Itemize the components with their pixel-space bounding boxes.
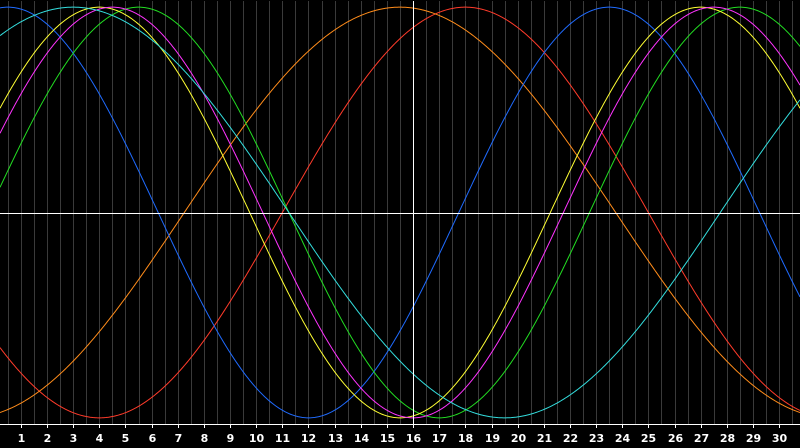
x-tick-label: 9	[227, 432, 235, 445]
x-tick-label: 5	[122, 432, 130, 445]
x-tick-label: 22	[563, 432, 578, 445]
x-tick-label: 25	[641, 432, 656, 445]
x-tick-label: 30	[772, 432, 788, 445]
series-line-4	[0, 6, 800, 419]
x-tick-label: 6	[149, 432, 157, 445]
series-lines	[0, 6, 800, 419]
x-tick-label: 16	[406, 432, 422, 445]
x-tick-label: 27	[694, 432, 709, 445]
x-tick-label: 18	[458, 432, 473, 445]
x-tick-label: 1	[18, 432, 26, 445]
x-tick-label: 8	[201, 432, 209, 445]
x-tick-label: 2	[44, 432, 52, 445]
x-tick-label: 15	[380, 432, 395, 445]
x-tick-label: 12	[301, 432, 316, 445]
x-tick-label: 17	[432, 432, 447, 445]
x-tick-label: 28	[720, 432, 735, 445]
series-line-5	[0, 6, 800, 419]
x-tick-label: 20	[511, 432, 527, 445]
x-tick-label: 10	[249, 432, 265, 445]
series-line-3	[0, 6, 800, 419]
x-tick-label: 11	[275, 432, 290, 445]
x-tick-label: 19	[485, 432, 500, 445]
series-line-6	[0, 6, 800, 419]
x-tick-label: 21	[537, 432, 552, 445]
crosshair	[0, 1, 800, 424]
x-tick-label: 24	[615, 432, 631, 445]
x-axis: 1 2 3 4 5 6 7 8 9 10 11 12 13 14 15 16 17 18 19 20 21 22 23 24 2…	[0, 424, 800, 445]
series-line-1	[0, 6, 800, 419]
x-tick-label: 7	[175, 432, 183, 445]
x-tick-label: 4	[96, 432, 104, 445]
x-tick-label: 26	[668, 432, 684, 445]
x-tick-label: 3	[70, 432, 78, 445]
x-tick-label: 14	[354, 432, 370, 445]
series-line-2	[0, 6, 800, 413]
series-line-7	[0, 6, 800, 419]
x-tick-label: 13	[328, 432, 343, 445]
x-tick-label: 23	[589, 432, 604, 445]
x-tick-label: 29	[746, 432, 761, 445]
